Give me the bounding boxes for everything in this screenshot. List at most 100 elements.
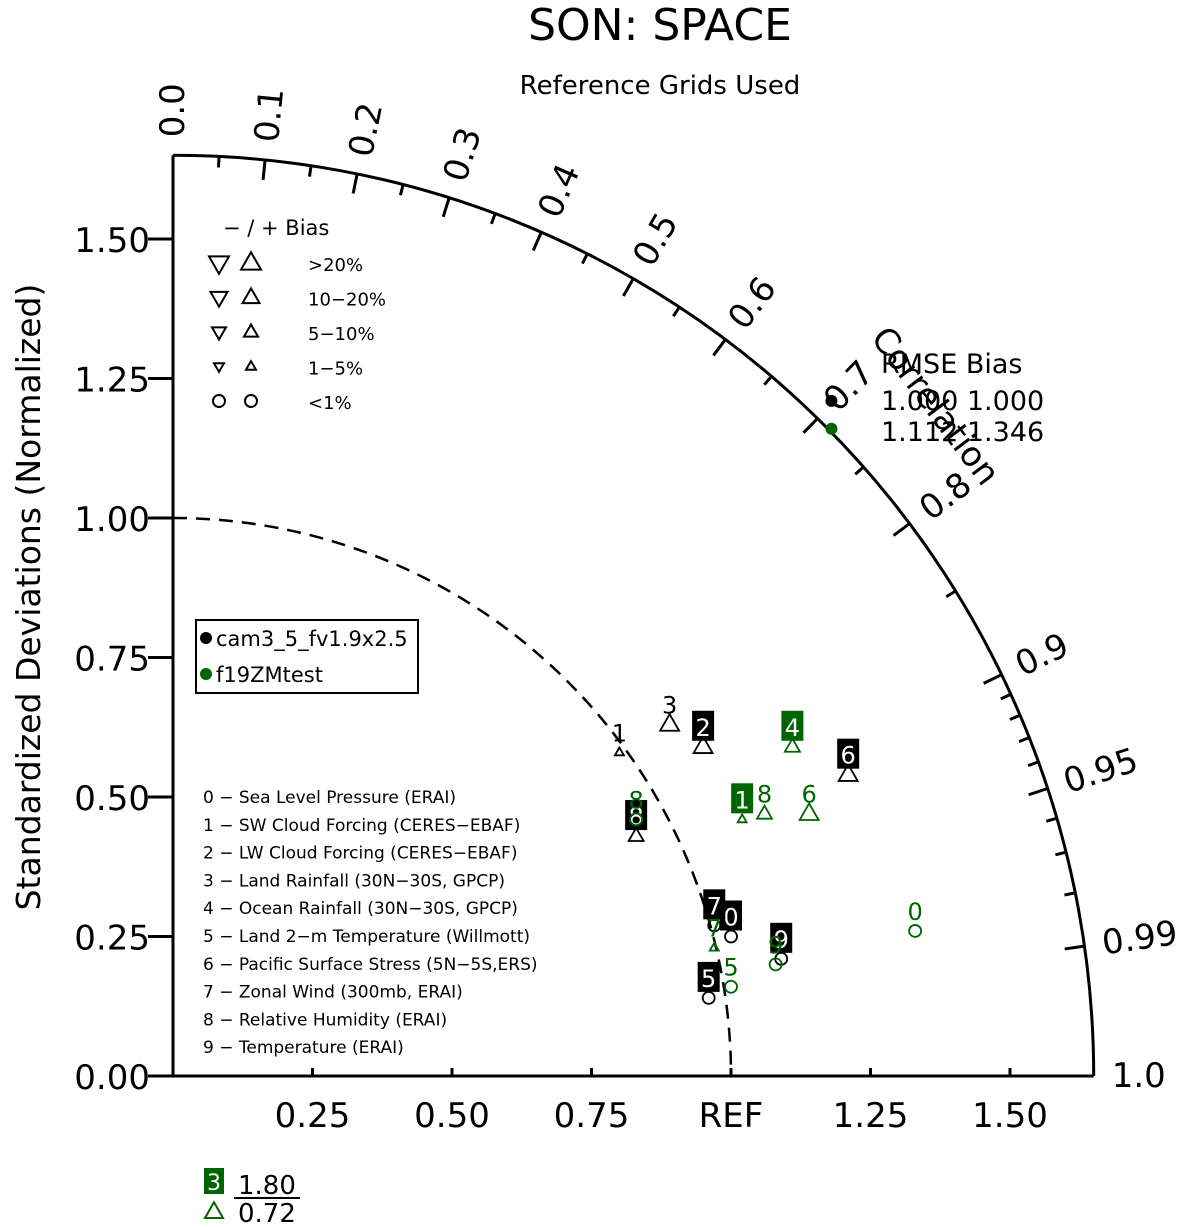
data-point-label-box — [837, 738, 860, 769]
corr-tick-label: 0.3 — [436, 123, 490, 187]
variable-list: 0 − Sea Level Pressure (ERAI) 1 − SW Clou… — [203, 788, 538, 1058]
data-point-label: 4 — [785, 714, 800, 742]
corr-major-tick — [441, 197, 451, 218]
corr-major-tick — [1028, 787, 1049, 797]
corr-tick-label: 0.4 — [530, 158, 588, 224]
legend-marker — [200, 668, 212, 680]
corr-major-tick — [802, 417, 819, 434]
offscale-label-box — [204, 1168, 224, 1194]
variable-list-item: 8 − Relative Humidity (ERAI) — [203, 1010, 447, 1030]
corr-major-tick — [712, 338, 727, 357]
corr-minor-tick — [398, 184, 405, 196]
rmse-row: 1.112 1.346 — [881, 417, 1044, 448]
corr-minor-tick — [489, 213, 497, 225]
offscale-marker — [203, 1200, 225, 1219]
legend-label: cam3_5_fv1.9x2.5 — [216, 627, 408, 652]
bias-key-label: <1% — [308, 393, 352, 414]
corr-tick-label: 0.7 — [816, 353, 882, 420]
y-axis-label: Standardized Deviations (Normalized) — [9, 284, 48, 911]
data-point-marker — [736, 812, 749, 824]
corr-minor-tick — [1055, 850, 1067, 857]
variable-list-item: 6 − Pacific Surface Stress (5N−5S,ERS) — [203, 955, 538, 975]
data-point-label: 6 — [801, 781, 816, 809]
corr-tick-label: 0.5 — [625, 206, 687, 273]
variable-list-item: 7 − Zonal Wind (300mb, ERAI) — [203, 983, 463, 1003]
x-tick-label: 1.25 — [833, 1096, 909, 1136]
data-point-marker — [724, 979, 738, 994]
rmse-header: RMSE Bias — [881, 349, 1022, 380]
data-point-label: 3 — [662, 691, 677, 719]
rmse-row: 1.000 1.000 — [881, 386, 1044, 417]
bias-key-label: 1−5% — [308, 359, 363, 380]
corr-tick-label: 1.0 — [1112, 1056, 1166, 1096]
bias-key-up-marker — [244, 359, 258, 371]
y-tick-label: 1.25 — [74, 361, 150, 401]
y-tick-label: 0.50 — [74, 779, 150, 819]
axes-group: 0.000.250.500.751.001.251.500.25 0.50 0.75… — [74, 83, 1179, 1136]
corr-minor-tick — [1045, 816, 1058, 823]
data-point-label-box — [731, 783, 754, 814]
variable-list-item: 3 − Land Rainfall (30N−30S, GPCP) — [203, 871, 505, 891]
data-point-label-box — [692, 710, 715, 741]
bias-key-label: >20% — [308, 255, 363, 276]
corr-tick-label: 0.95 — [1059, 740, 1143, 802]
corr-minor-tick — [854, 465, 865, 476]
corr-tick-label: 0.99 — [1099, 913, 1179, 963]
corr-major-tick — [982, 673, 1003, 685]
variable-list-item: 9 − Temperature (ERAI) — [203, 1038, 404, 1058]
data-point-marker — [837, 762, 860, 782]
data-point-label: 0 — [723, 904, 738, 932]
data-point-label: 5 — [701, 965, 716, 993]
bias-key-label: 10−20% — [308, 290, 386, 311]
y-tick-label: 1.50 — [74, 221, 150, 261]
corr-major-tick — [892, 522, 911, 537]
case-summary-point — [825, 394, 838, 407]
bias-key-label: 5−10% — [308, 324, 375, 345]
data-point-label: 7 — [707, 915, 722, 943]
bias-key-down-marker — [210, 326, 228, 342]
data-point-marker — [724, 929, 738, 944]
case-summary-point — [825, 422, 838, 435]
bias-key-down-marker — [212, 362, 226, 374]
corr-minor-tick — [1027, 760, 1039, 768]
x-tick-label: REF — [699, 1096, 764, 1136]
data-point-label: 9 — [774, 926, 789, 954]
bias-key-down-marker — [207, 255, 231, 276]
corr-major-tick — [1064, 944, 1085, 951]
legend-marker — [200, 632, 212, 644]
case-legend: cam3_5_fv1.9x2.5 f19ZMtest — [195, 619, 419, 694]
legend-frame — [195, 619, 419, 694]
offscale-corr: 0.72 — [238, 1199, 296, 1227]
data-point-label: 1 — [735, 786, 750, 814]
data-point-label: 8 — [757, 781, 772, 809]
y-tick-label: 0.25 — [74, 919, 150, 959]
offscale-std: 1.80 — [238, 1171, 296, 1201]
corr-major-tick — [531, 231, 543, 252]
data-point-marker — [629, 812, 644, 827]
data-point-label: 7 — [707, 892, 722, 920]
variable-list-item: 2 − LW Cloud Forcing (CERES−EBAF) — [203, 844, 517, 864]
data-point-label: 8 — [628, 786, 643, 814]
bias-key-down-marker — [208, 290, 230, 309]
chart-title: SON: SPACE — [528, 0, 792, 51]
corr-minor-tick — [216, 156, 221, 168]
data-point-marker — [755, 803, 774, 820]
variable-list-item: 4 − Ocean Rainfall (30N−30S, GPCP) — [203, 899, 518, 919]
bias-key-header: − / + Bias — [223, 216, 329, 240]
data-point-marker — [692, 734, 715, 754]
data-point-label: 6 — [841, 742, 856, 770]
corr-tick-label: 0.0 — [153, 83, 193, 137]
corr-tick-label: 0.2 — [341, 99, 391, 160]
corr-minor-tick — [945, 589, 957, 599]
x-tick-label: 0.75 — [554, 1096, 630, 1136]
data-point-label: 0 — [907, 898, 922, 926]
corr-minor-tick — [672, 306, 681, 318]
x-tick-label: 0.25 — [275, 1096, 351, 1136]
data-point-label: 1 — [612, 719, 627, 747]
corr-tick-label: 0.6 — [720, 270, 784, 337]
bias-key-up-marker — [242, 322, 260, 338]
bias-key-up-marker — [239, 250, 263, 271]
bias-key-circle — [212, 394, 226, 408]
